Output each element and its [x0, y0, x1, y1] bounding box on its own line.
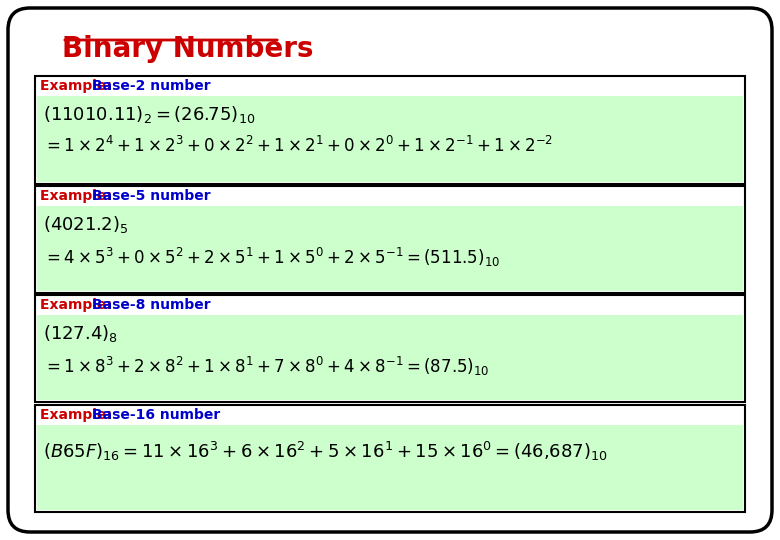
- Text: $=4\times5^3+0\times5^2+2\times5^1+1\times5^0+2\times5^{-1}=(511.5)_{10}$: $=4\times5^3+0\times5^2+2\times5^1+1\tim…: [43, 246, 500, 269]
- Bar: [35, 186, 745, 293]
- Bar: [37, 96, 743, 182]
- Bar: [35, 295, 745, 402]
- Text: Example:: Example:: [40, 408, 117, 422]
- Bar: [35, 76, 745, 184]
- Text: $=1\times2^4+1\times2^3+0\times2^2+1\times2^1+0\times2^0+1\times2^{-1}+1\times2^: $=1\times2^4+1\times2^3+0\times2^2+1\tim…: [43, 136, 553, 156]
- Text: Base-8 number: Base-8 number: [92, 298, 211, 312]
- Text: Base-16 number: Base-16 number: [92, 408, 220, 422]
- Text: Example:: Example:: [40, 79, 117, 93]
- Bar: [35, 405, 745, 512]
- Bar: [37, 315, 743, 400]
- Text: $(4021.2)_5$: $(4021.2)_5$: [43, 214, 128, 235]
- Text: Binary Numbers: Binary Numbers: [62, 35, 314, 63]
- Text: Example:: Example:: [40, 189, 117, 203]
- Bar: [37, 206, 743, 291]
- Text: $(127.4)_8$: $(127.4)_8$: [43, 323, 118, 344]
- Text: $=1\times8^3+2\times8^2+1\times8^1+7\times8^0+4\times8^{-1}=(87.5)_{10}$: $=1\times8^3+2\times8^2+1\times8^1+7\tim…: [43, 355, 490, 378]
- Text: Example:: Example:: [40, 298, 117, 312]
- Text: $(11010.11)_2 = (26.75)_{10}$: $(11010.11)_2 = (26.75)_{10}$: [43, 104, 255, 125]
- Bar: [37, 425, 743, 510]
- Text: Base-2 number: Base-2 number: [92, 79, 211, 93]
- Text: Base-5 number: Base-5 number: [92, 189, 211, 203]
- FancyBboxPatch shape: [8, 8, 772, 532]
- Text: $(B65F)_{16}=11\times16^3+6\times16^2+5\times16^1+15\times16^0=(46{,}687)_{10}$: $(B65F)_{16}=11\times16^3+6\times16^2+5\…: [43, 440, 608, 463]
